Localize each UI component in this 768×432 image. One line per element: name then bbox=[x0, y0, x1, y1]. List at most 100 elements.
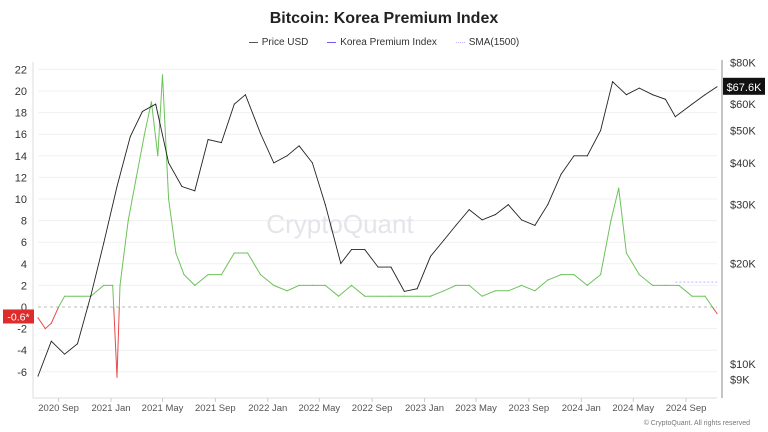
premium-point bbox=[50, 322, 52, 324]
x-axis-tick: 2024 Jan bbox=[562, 403, 601, 414]
price-point bbox=[103, 242, 105, 244]
price-point bbox=[507, 204, 509, 206]
premium-point bbox=[37, 317, 39, 319]
price-point bbox=[652, 94, 654, 96]
premium-point bbox=[135, 176, 137, 178]
premium-line-positive bbox=[58, 74, 714, 307]
x-axis-tick: 2021 May bbox=[142, 403, 184, 414]
premium-point bbox=[76, 295, 79, 297]
premium-point bbox=[259, 274, 262, 276]
premium-point bbox=[338, 295, 340, 297]
legend-item-price[interactable]: Price USD bbox=[248, 37, 308, 48]
legend-label: SMA(1500) bbox=[468, 37, 520, 48]
price-point bbox=[416, 288, 418, 290]
price-point bbox=[340, 262, 342, 264]
right-axis-tick: $60K bbox=[730, 99, 756, 111]
premium-point bbox=[298, 284, 300, 286]
legend: Price USD Korea Premium Index SMA(1500) bbox=[0, 37, 768, 48]
legend-swatch bbox=[248, 41, 258, 43]
x-axis-tick: 2022 May bbox=[298, 403, 340, 414]
price-point bbox=[521, 219, 523, 221]
legend-item-premium[interactable]: Korea Premium Index bbox=[327, 37, 437, 48]
premium-point bbox=[638, 274, 640, 276]
premium-point bbox=[651, 284, 654, 286]
left-axis-tick: 12 bbox=[15, 172, 27, 184]
price-point bbox=[691, 103, 693, 105]
premium-point bbox=[44, 328, 46, 330]
left-axis-tick: 16 bbox=[15, 129, 27, 141]
price-point bbox=[638, 87, 640, 89]
price-point bbox=[273, 162, 275, 164]
watermark: CryptoQuant bbox=[266, 209, 414, 239]
premium-point bbox=[116, 376, 118, 378]
premium-point bbox=[273, 284, 275, 286]
x-axis-tick: 2020 Sep bbox=[38, 403, 79, 414]
price-point bbox=[155, 103, 157, 105]
left-axis-tick: 20 bbox=[15, 86, 27, 98]
legend-label: Korea Premium Index bbox=[340, 37, 437, 48]
premium-point bbox=[377, 295, 379, 297]
chart-title: Bitcoin: Korea Premium Index bbox=[269, 10, 499, 27]
right-axis-tick: $20K bbox=[730, 258, 756, 270]
price-point bbox=[377, 266, 379, 268]
price-point bbox=[547, 204, 549, 206]
x-axis-tick: 2022 Sep bbox=[352, 403, 393, 414]
price-point bbox=[625, 94, 627, 96]
price-point bbox=[494, 214, 496, 216]
price-point bbox=[586, 155, 588, 157]
price-point bbox=[194, 190, 196, 192]
premium-point bbox=[455, 284, 457, 286]
price-point bbox=[664, 98, 666, 100]
premium-point bbox=[183, 274, 185, 276]
premium-point bbox=[167, 198, 170, 200]
x-axis-tick: 2023 Jan bbox=[405, 403, 444, 414]
price-point bbox=[220, 142, 222, 144]
premium-point bbox=[64, 295, 66, 297]
current-price-badge bbox=[723, 77, 765, 95]
price-point bbox=[90, 295, 92, 297]
premium-point bbox=[691, 295, 693, 297]
premium-point bbox=[127, 220, 129, 222]
premium-point bbox=[586, 284, 588, 286]
x-axis-tick: 2021 Jan bbox=[91, 403, 130, 414]
right-axis-tick: $50K bbox=[730, 126, 756, 138]
price-point bbox=[455, 224, 457, 226]
price-point bbox=[560, 173, 562, 175]
premium-point bbox=[704, 295, 706, 297]
premium-point bbox=[220, 274, 222, 276]
price-point bbox=[129, 135, 131, 137]
premium-point bbox=[664, 284, 667, 286]
left-axis-tick: 2 bbox=[21, 280, 27, 292]
premium-point bbox=[103, 284, 105, 286]
left-axis-tick: 18 bbox=[15, 108, 27, 120]
price-point bbox=[600, 130, 602, 132]
price-point bbox=[573, 155, 575, 157]
x-axis-tick: 2022 Jan bbox=[248, 403, 287, 414]
legend-item-sma[interactable]: SMA(1500) bbox=[455, 37, 520, 48]
price-point bbox=[430, 255, 432, 257]
premium-point bbox=[716, 312, 718, 315]
current-premium-badge bbox=[3, 309, 34, 324]
legend-swatch bbox=[455, 41, 465, 43]
left-axis-tick: 8 bbox=[21, 216, 27, 228]
price-point bbox=[403, 290, 405, 292]
left-axis-tick: -6 bbox=[17, 367, 27, 379]
premium-point bbox=[507, 290, 509, 292]
price-point bbox=[716, 86, 718, 88]
price-point bbox=[468, 209, 470, 211]
price-point bbox=[141, 111, 143, 113]
price-point bbox=[64, 353, 66, 355]
right-axis-tick: $40K bbox=[730, 158, 756, 170]
price-point bbox=[181, 185, 183, 187]
premium-point bbox=[161, 74, 164, 76]
premium-point bbox=[618, 187, 620, 189]
premium-point bbox=[364, 295, 366, 297]
premium-point bbox=[194, 284, 196, 286]
x-axis-tick: 2024 Sep bbox=[666, 403, 707, 414]
premium-point bbox=[600, 274, 602, 276]
price-point bbox=[50, 340, 52, 342]
price-point bbox=[298, 145, 300, 147]
x-axis-tick: 2023 Sep bbox=[509, 403, 550, 414]
premium-point bbox=[416, 295, 418, 297]
